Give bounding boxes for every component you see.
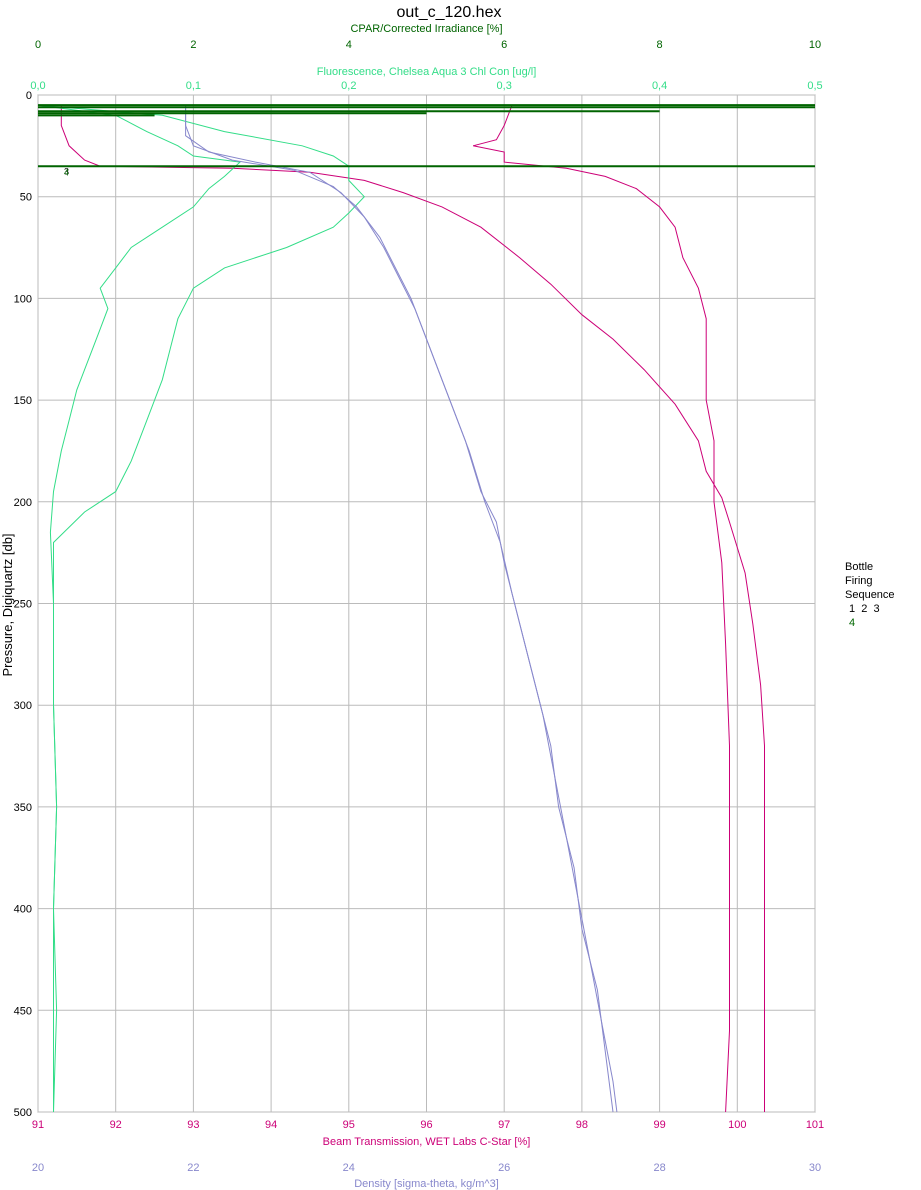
series-line-fluor [37,104,242,1112]
x-tick-label-fluor: 0,2 [341,80,356,92]
x-tick-label-par: 8 [657,39,663,51]
x-tick-label-trans: 101 [806,1119,824,1131]
y-tick-label: 400 [14,904,32,916]
x-tick-label-fluor: 0,3 [497,80,512,92]
x-tick-label-par: 6 [501,39,507,51]
x-tick-label-trans: 100 [728,1119,746,1131]
legend-title-3: Sequence [845,589,895,601]
x-tick-label-trans: 95 [343,1119,355,1131]
y-tick-label: 500 [14,1107,32,1119]
series-line-fluor [37,104,365,1113]
y-tick-label: 100 [14,293,32,305]
x-tick-label-trans: 92 [110,1119,122,1131]
x-tick-label-trans: 94 [265,1119,277,1131]
y-tick-label: 300 [14,700,32,712]
x-tick-label-dens: 28 [653,1162,665,1174]
x-tick-label-trans: 96 [420,1119,432,1131]
y-tick-label: 350 [14,802,32,814]
x-tick-label-trans: 91 [32,1119,44,1131]
x-axis-title-dens: Density [sigma-theta, kg/m^3] [354,1178,499,1190]
series-line-dens [185,105,618,1113]
x-tick-label-trans: 93 [187,1119,199,1131]
bottle-marker: 4 [64,167,69,177]
x-tick-label-par: 0 [35,39,41,51]
x-tick-label-dens: 20 [32,1162,44,1174]
x-tick-label-par: 2 [190,39,196,51]
legend-title-2: Firing [845,575,873,587]
x-tick-label-fluor: 0,0 [30,80,45,92]
x-axis-title-trans: Beam Transmission, WET Labs C-Star [%] [323,1136,531,1148]
y-tick-label: 450 [14,1005,32,1017]
x-tick-label-fluor: 0,4 [652,80,667,92]
series-line-trans [60,105,765,1112]
series-line-trans [472,105,730,1113]
legend-numbers-1: 1 2 3 [849,603,880,615]
bottle-marker: 3 [64,166,69,176]
x-tick-label-dens: 24 [343,1162,355,1174]
chart-title: out_c_120.hex [397,4,502,21]
x-axis-title-par: CPAR/Corrected Irradiance [%] [350,23,502,35]
y-tick-label: 250 [14,599,32,611]
legend-title-1: Bottle [845,561,874,573]
legend-numbers-2: 4 [849,617,856,629]
y-tick-label: 150 [14,395,32,407]
bottle-legend: Bottle Firing Sequence 1 2 3 4 [845,560,895,630]
x-tick-label-trans: 99 [653,1119,665,1131]
grid [37,94,816,1113]
x-tick-label-dens: 30 [809,1162,821,1174]
x-axis-title-fluor: Fluorescence, Chelsea Aqua 3 Chl Con [ug… [317,66,537,78]
y-tick-label: 0 [26,90,32,102]
x-tick-label-trans: 97 [498,1119,510,1131]
y-tick-label: 50 [20,192,32,204]
series-lines: 34 [37,104,815,1113]
x-tick-label-par: 4 [346,39,352,51]
y-axis-label: Pressure, Digiquartz [db] [0,533,15,676]
x-tick-label-fluor: 0,5 [807,80,822,92]
y-tick-label: 200 [14,497,32,509]
series-line-dens [185,105,614,1113]
x-tick-label-trans: 98 [576,1119,588,1131]
x-tick-label-dens: 26 [498,1162,510,1174]
x-tick-label-par: 10 [809,39,821,51]
x-tick-label-fluor: 0,1 [186,80,201,92]
x-tick-label-dens: 22 [187,1162,199,1174]
